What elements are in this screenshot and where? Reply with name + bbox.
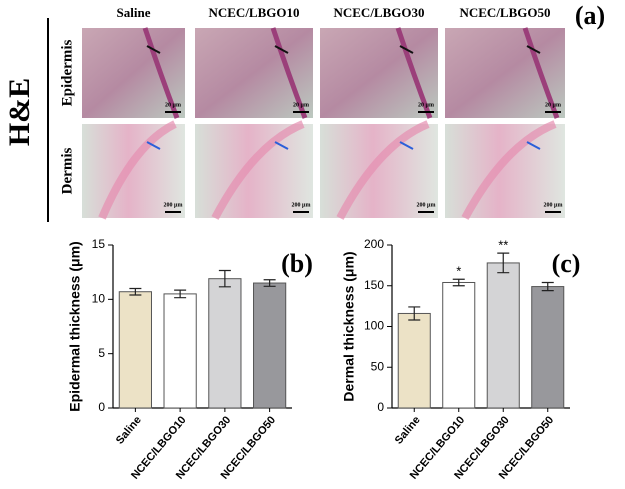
arrow — [399, 141, 414, 150]
error-bar — [497, 252, 510, 274]
dermis-band — [461, 120, 557, 220]
scale-bar-label: 200 μm — [164, 202, 183, 208]
arrow — [146, 45, 161, 54]
y-tick-label: 100 — [364, 319, 384, 333]
error-bar — [129, 287, 142, 296]
epidermis-band — [522, 27, 560, 119]
significance-marker: * — [456, 264, 461, 279]
error-bar — [541, 281, 554, 292]
histology-image — [445, 124, 565, 218]
error-bar — [218, 269, 231, 288]
bar — [118, 291, 152, 409]
scale-bar-label: 200 μm — [417, 202, 436, 208]
column-label: Saline — [117, 5, 151, 20]
epidermis-band — [270, 27, 308, 119]
scale-bar-label: 20 μm — [293, 102, 309, 108]
bar — [397, 312, 431, 409]
histology-image — [82, 28, 185, 118]
histology-image — [320, 28, 438, 118]
y-axis-label: Dermal thickness (μm) — [341, 251, 357, 401]
bar — [486, 262, 520, 409]
bar — [163, 293, 197, 409]
y-tick-label: 5 — [98, 346, 105, 360]
y-tick-label: 200 — [364, 237, 384, 251]
panel-label: (a) — [575, 1, 605, 30]
scale-bar-label: 200 μm — [544, 202, 563, 208]
epidermis-band — [142, 27, 180, 119]
column-label: NCEC/LBGO10 — [208, 5, 299, 20]
dermis-band — [336, 120, 430, 220]
epidermis-band — [395, 27, 433, 119]
arrow — [146, 141, 161, 150]
x-tick-label: Saline — [114, 414, 144, 447]
bar — [253, 282, 287, 409]
histology-image — [195, 28, 313, 118]
column-label: NCEC/LBGO50 — [459, 5, 550, 20]
histology-image — [320, 124, 438, 218]
stain-label: H&E — [3, 78, 36, 146]
y-tick-label: 150 — [364, 278, 384, 292]
panel-a: H&E (a) Epidermis 20 μm 20 μm 20 μm 20 μm Dermi… — [3, 1, 605, 222]
arrow — [274, 141, 289, 150]
significance-marker: ** — [498, 238, 508, 253]
row-label: Dermis — [59, 148, 75, 195]
bar — [531, 286, 565, 409]
scale-bar-label: 20 μm — [545, 102, 561, 108]
y-axis-label: Epidermal thickness (μm) — [67, 241, 83, 411]
arrow — [399, 45, 414, 54]
row-label: Epidermis — [59, 40, 75, 107]
histology-image — [445, 28, 565, 118]
dermis-band — [98, 120, 177, 220]
histology-image — [195, 124, 313, 218]
y-tick-label: 0 — [377, 400, 384, 414]
y-tick-label: 15 — [92, 237, 106, 251]
scale-bar-label: 200 μm — [292, 202, 311, 208]
error-bar — [174, 289, 187, 299]
bar — [208, 278, 242, 409]
x-tick-label: Saline — [393, 414, 423, 447]
y-tick-label: 10 — [92, 292, 106, 306]
panel-label: (c) — [552, 249, 581, 278]
error-bar — [263, 279, 276, 287]
scale-bar-label: 20 μm — [165, 102, 181, 108]
panel-label: (b) — [281, 249, 313, 278]
dermis-band — [211, 120, 305, 220]
error-bar — [452, 278, 465, 287]
bar — [442, 281, 476, 409]
arrow — [274, 45, 289, 54]
histology-image — [82, 124, 185, 218]
arrow — [526, 141, 541, 150]
error-bar — [408, 306, 421, 321]
arrow — [526, 45, 541, 54]
y-tick-label: 0 — [98, 400, 105, 414]
column-label: NCEC/LBGO30 — [333, 5, 424, 20]
scale-bar-label: 20 μm — [418, 102, 434, 108]
y-tick-label: 50 — [371, 359, 385, 373]
